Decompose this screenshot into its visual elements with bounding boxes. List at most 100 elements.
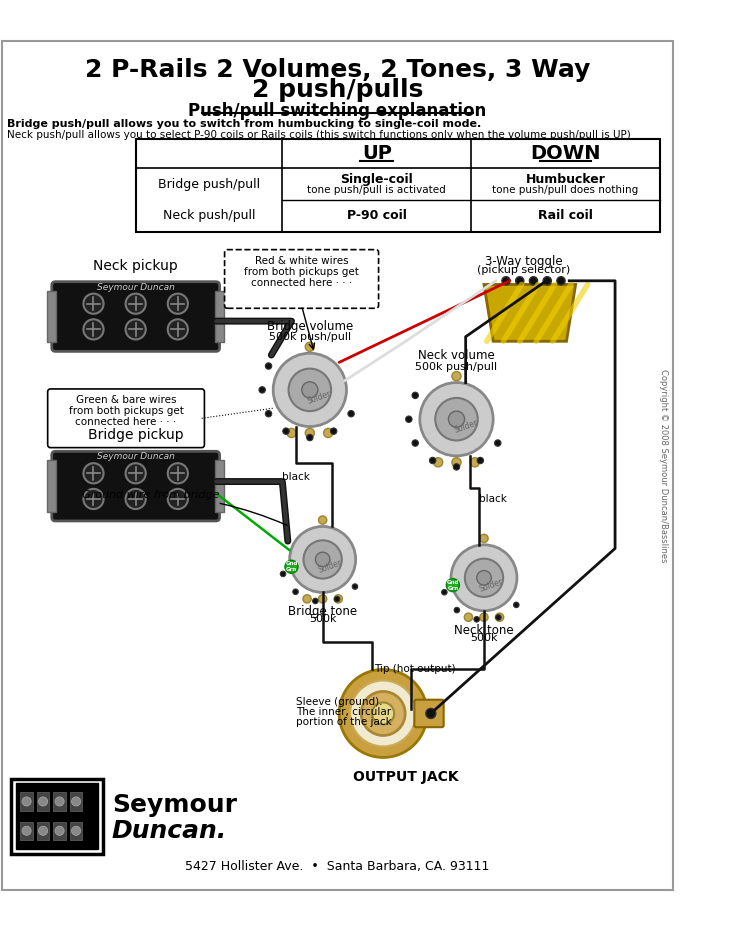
Text: Seymour Duncan: Seymour Duncan <box>96 283 174 291</box>
Circle shape <box>464 614 473 621</box>
Circle shape <box>168 319 188 340</box>
Text: from both pickups get: from both pickups get <box>68 406 183 416</box>
Circle shape <box>280 571 286 576</box>
Circle shape <box>453 464 460 470</box>
Circle shape <box>474 616 479 622</box>
Text: Neck volume: Neck volume <box>418 349 495 362</box>
Circle shape <box>426 708 436 719</box>
Circle shape <box>38 826 48 835</box>
Circle shape <box>470 458 479 466</box>
Circle shape <box>305 343 314 351</box>
Text: Sleeve (ground).: Sleeve (ground). <box>296 697 383 707</box>
Text: portion of the jack: portion of the jack <box>296 717 392 727</box>
Bar <box>70 822 82 840</box>
Text: black: black <box>479 494 507 505</box>
Text: 500k: 500k <box>309 614 336 625</box>
Circle shape <box>477 457 484 464</box>
Text: Rail coil: Rail coil <box>538 209 593 223</box>
Circle shape <box>290 526 355 592</box>
Circle shape <box>266 363 272 370</box>
Circle shape <box>283 428 289 435</box>
Text: black: black <box>282 472 310 482</box>
Circle shape <box>319 595 327 603</box>
Text: Solder: Solder <box>478 576 504 594</box>
Text: Push/pull switching explanation: Push/pull switching explanation <box>188 102 486 120</box>
Circle shape <box>442 589 447 595</box>
Text: Tip (hot output): Tip (hot output) <box>374 664 456 674</box>
Circle shape <box>303 540 342 578</box>
Circle shape <box>126 293 146 314</box>
Text: 2 push/pulls: 2 push/pulls <box>252 78 423 102</box>
Text: 500k push/pull: 500k push/pull <box>269 332 351 343</box>
Circle shape <box>55 797 64 806</box>
Circle shape <box>353 584 358 589</box>
Circle shape <box>83 293 104 314</box>
Bar <box>11 778 102 854</box>
Text: OUTPUT JACK: OUTPUT JACK <box>353 770 459 784</box>
Text: Seymour Duncan: Seymour Duncan <box>96 452 174 461</box>
Circle shape <box>273 353 347 426</box>
Circle shape <box>303 595 311 603</box>
Bar <box>53 822 66 840</box>
Circle shape <box>319 516 327 524</box>
Circle shape <box>434 458 443 466</box>
Bar <box>53 792 66 811</box>
FancyBboxPatch shape <box>48 389 205 448</box>
Text: DOWN: DOWN <box>531 144 601 163</box>
FancyBboxPatch shape <box>414 700 444 727</box>
Circle shape <box>372 703 394 724</box>
Text: Bridge pickup: Bridge pickup <box>88 428 183 442</box>
Text: 5427 Hollister Ave.  •  Santa Barbara, CA. 93111: 5427 Hollister Ave. • Santa Barbara, CA.… <box>185 860 489 873</box>
Circle shape <box>83 489 104 509</box>
Circle shape <box>420 383 493 456</box>
Circle shape <box>287 428 296 438</box>
Text: 2 P-Rails 2 Volumes, 2 Tones, 3 Way: 2 P-Rails 2 Volumes, 2 Tones, 3 Way <box>85 58 590 82</box>
Text: Solder: Solder <box>453 418 478 435</box>
Circle shape <box>266 411 272 417</box>
Bar <box>215 461 224 512</box>
Circle shape <box>313 599 318 603</box>
Circle shape <box>480 534 488 543</box>
Circle shape <box>334 597 340 601</box>
Text: Red & white wires: Red & white wires <box>255 256 348 266</box>
Text: Gnd
Grn: Gnd Grn <box>447 580 459 590</box>
Circle shape <box>71 826 81 835</box>
Circle shape <box>435 398 478 440</box>
Text: connected here · · ·: connected here · · · <box>251 278 353 288</box>
Circle shape <box>83 319 104 340</box>
Circle shape <box>83 464 104 483</box>
Text: Bridge tone: Bridge tone <box>288 605 357 618</box>
Circle shape <box>529 277 537 285</box>
Circle shape <box>302 382 318 398</box>
Circle shape <box>289 369 331 412</box>
Circle shape <box>285 560 298 573</box>
Text: Bridge push/pull allows you to switch from humbucking to single-coil mode.: Bridge push/pull allows you to switch fr… <box>7 118 481 128</box>
Bar <box>215 290 224 343</box>
Text: UP: UP <box>362 144 392 163</box>
Circle shape <box>361 692 405 735</box>
Text: Neck push/pull allows you to select P-90 coils or Rails coils (this switch funct: Neck push/pull allows you to select P-90… <box>7 129 631 140</box>
Circle shape <box>480 614 488 621</box>
Text: The inner, circular: The inner, circular <box>296 707 392 717</box>
Circle shape <box>316 552 330 567</box>
Circle shape <box>348 411 354 417</box>
Bar <box>47 290 57 343</box>
Circle shape <box>339 669 427 758</box>
Text: Neck pickup: Neck pickup <box>93 259 178 273</box>
Text: Bridge push/pull: Bridge push/pull <box>158 178 260 191</box>
Text: Solder: Solder <box>306 389 332 406</box>
Bar <box>20 822 33 840</box>
Text: 3-Way toggle: 3-Way toggle <box>484 255 562 268</box>
Circle shape <box>452 458 461 466</box>
Text: Copyright © 2008 Seymour Duncan/Basslines: Copyright © 2008 Seymour Duncan/Bassline… <box>659 370 668 562</box>
Text: from both pickups get: from both pickups get <box>244 267 359 277</box>
Text: tone push/pull is activated: tone push/pull is activated <box>308 185 446 196</box>
Text: Single-coil: Single-coil <box>340 172 413 185</box>
Circle shape <box>502 277 510 285</box>
Circle shape <box>126 464 146 483</box>
Circle shape <box>412 392 419 398</box>
FancyBboxPatch shape <box>52 282 219 351</box>
Circle shape <box>451 545 517 611</box>
Circle shape <box>126 319 146 340</box>
Text: 500k: 500k <box>470 633 498 642</box>
